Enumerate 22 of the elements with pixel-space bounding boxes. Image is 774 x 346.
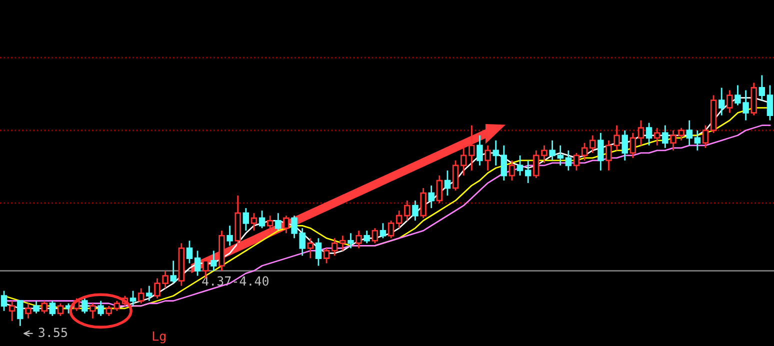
- candlestick: [758, 74, 766, 101]
- text: Lg: [152, 332, 166, 344]
- candlestick: [340, 234, 346, 252]
- candlestick: [428, 184, 434, 209]
- candlestick: [694, 130, 701, 152]
- candlestick: [210, 250, 217, 272]
- candlestick: [146, 285, 152, 302]
- candlestick: [307, 237, 314, 259]
- candlestick: [686, 120, 692, 146]
- candlestick: [178, 242, 185, 287]
- candlestick: [492, 140, 499, 166]
- candlestick: [524, 160, 532, 184]
- candlestick: [460, 144, 467, 176]
- text: 3.55: [38, 328, 67, 338]
- candlestick: [598, 132, 604, 172]
- candlestick: [266, 214, 274, 234]
- candlestick: [500, 144, 508, 182]
- candlestick: [242, 207, 250, 232]
- candlestick: [476, 134, 483, 166]
- candlestick: [662, 124, 668, 149]
- candlestick: [718, 87, 725, 116]
- candlestick: [565, 150, 572, 172]
